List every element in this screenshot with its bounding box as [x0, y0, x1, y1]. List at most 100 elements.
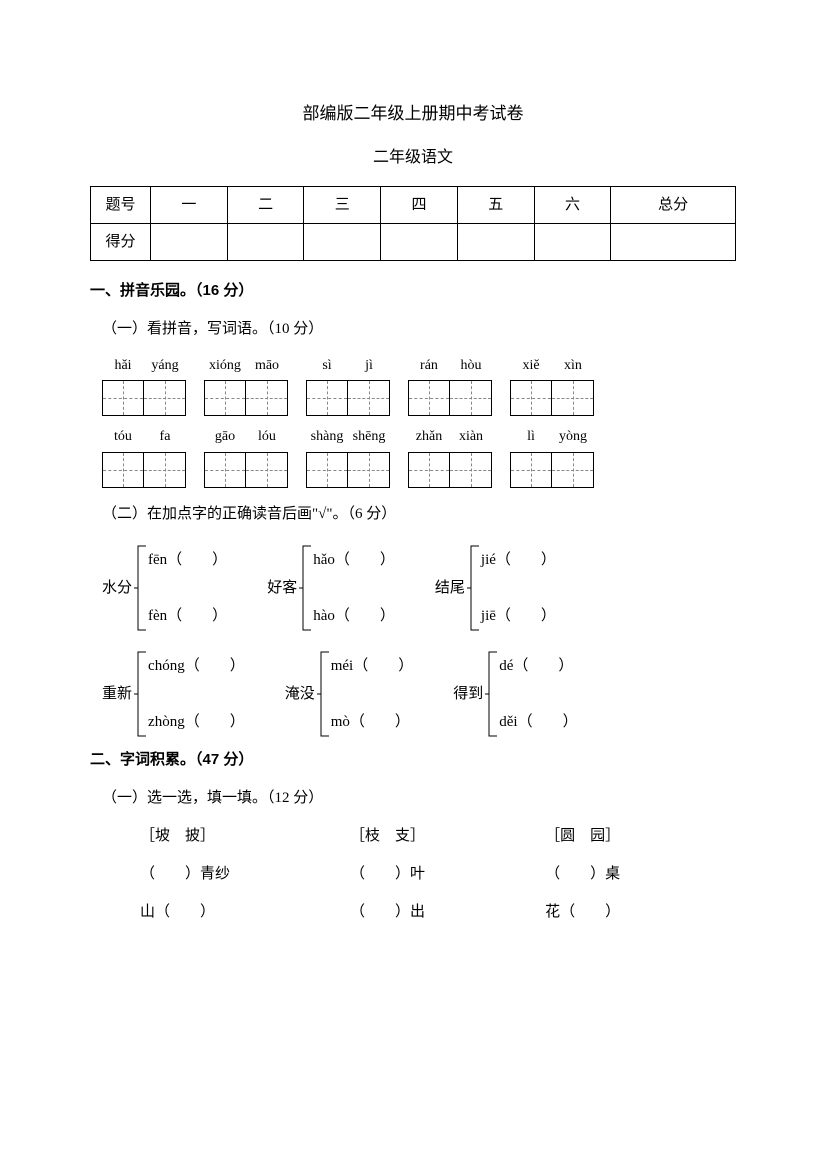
- tian-grid: [408, 452, 450, 488]
- pinyin-syllable: lì: [510, 426, 552, 448]
- option-line: méi（ ）: [331, 654, 414, 678]
- bracket-unit: 重新chóng（ ）zhòng（ ）: [102, 650, 245, 738]
- pinyin-group: gāolóu: [204, 426, 288, 487]
- pinyin-labels: sìjì: [306, 355, 390, 377]
- pinyin-labels: hǎiyáng: [102, 355, 186, 377]
- fill-header: ［枝 支］: [350, 824, 425, 848]
- section2-sub1-heading: （一）选一选，填一填。（12 分）: [102, 786, 736, 810]
- pinyin-labels: ránhòu: [408, 355, 492, 377]
- table-row: 题号 一 二 三 四 五 六 总分: [91, 186, 736, 223]
- tian-grid: [510, 452, 552, 488]
- pinyin-group: hǎiyáng: [102, 355, 186, 416]
- option-line: jié（ ）: [481, 548, 556, 572]
- score-cell: [457, 223, 534, 260]
- tian-grid: [348, 380, 390, 416]
- option-line: fèn（ ）: [148, 604, 227, 628]
- fill-line: （ ）青纱: [140, 862, 230, 886]
- option-line: hǎo（ ）: [313, 548, 395, 572]
- header-cell: 一: [151, 186, 228, 223]
- tian-grid: [552, 452, 594, 488]
- tian-grid: [348, 452, 390, 488]
- bracket-unit: 结尾jié（ ）jiē（ ）: [435, 544, 556, 632]
- options-col: dé（ ）děi（ ）: [499, 650, 577, 738]
- score-label: 得分: [91, 223, 151, 260]
- tian-grid: [246, 380, 288, 416]
- pinyin-group: ránhòu: [408, 355, 492, 416]
- pinyin-syllable: hǎi: [102, 355, 144, 377]
- tian-grid: [246, 452, 288, 488]
- fill-col: ［坡 披］ （ ）青纱 山（ ）: [140, 824, 230, 924]
- tian-grid: [510, 380, 552, 416]
- pinyin-labels: zhǎnxiàn: [408, 426, 492, 448]
- bracket-container: 水分fēn（ ）fèn（ ）好客hǎo（ ）hào（ ）结尾jié（ ）jiē（…: [90, 544, 736, 738]
- pinyin-syllable: rán: [408, 355, 450, 377]
- pinyin-syllable: māo: [246, 355, 288, 377]
- score-cell: [381, 223, 458, 260]
- fill-row: ［坡 披］ （ ）青纱 山（ ） ［枝 支］ （ ）叶 （ ）出 ［圆 园］ （…: [140, 824, 736, 924]
- fill-col: ［圆 园］ （ ）桌 花（ ）: [545, 824, 620, 924]
- bracket-unit: 水分 fēn（ ） fèn（ ）: [102, 544, 227, 632]
- pinyin-syllable: xiě: [510, 355, 552, 377]
- bracket-label: 好客: [267, 576, 297, 600]
- pinyin-syllable: gāo: [204, 426, 246, 448]
- pinyin-labels: xióngmāo: [204, 355, 288, 377]
- tian-pair: [306, 380, 390, 416]
- pinyin-labels: gāolóu: [204, 426, 288, 448]
- section1-heading: 一、拼音乐园。（16 分）: [90, 279, 736, 303]
- tian-pair: [102, 380, 186, 416]
- pinyin-syllable: zhǎn: [408, 426, 450, 448]
- tian-pair: [102, 452, 186, 488]
- score-cell: [304, 223, 381, 260]
- pinyin-syllable: shēng: [348, 426, 390, 448]
- option-line: zhòng（ ）: [148, 710, 245, 734]
- score-table: 题号 一 二 三 四 五 六 总分 得分: [90, 186, 736, 261]
- pinyin-syllable: lóu: [246, 426, 288, 448]
- pinyin-syllable: yòng: [552, 426, 594, 448]
- bracket-unit: 得到 dé（ ）děi（ ）: [453, 650, 577, 738]
- tian-pair: [510, 452, 594, 488]
- option-line: fēn（ ）: [148, 548, 227, 572]
- fill-line: （ ）出: [350, 900, 425, 924]
- option-line: dé（ ）: [499, 654, 577, 678]
- bracket-icon: [134, 544, 148, 632]
- pinyin-group: lìyòng: [510, 426, 594, 487]
- tian-grid: [102, 452, 144, 488]
- pinyin-labels: lìyòng: [510, 426, 594, 448]
- fill-line: （ ）桌: [545, 862, 620, 886]
- page-subtitle: 二年级语文: [90, 145, 736, 171]
- fill-line: 花（ ）: [545, 900, 620, 924]
- pinyin-syllable: xiàn: [450, 426, 492, 448]
- options-col: chóng（ ） zhòng（ ）: [148, 650, 245, 738]
- options-col: méi（ ）mò（ ）: [331, 650, 414, 738]
- header-cell: 二: [227, 186, 304, 223]
- tian-grid: [306, 380, 348, 416]
- pinyin-row: hǎiyángxióngmāosìjìránhòuxiěxìn: [102, 355, 736, 416]
- pinyin-syllable: xìn: [552, 355, 594, 377]
- tian-grid: [102, 380, 144, 416]
- tian-grid: [204, 380, 246, 416]
- bracket-unit: 淹没méi（ ）mò（ ）: [285, 650, 414, 738]
- header-cell: 五: [457, 186, 534, 223]
- pinyin-syllable: xióng: [204, 355, 246, 377]
- tian-grid: [204, 452, 246, 488]
- pinyin-row: tóufagāolóushàngshēngzhǎnxiànlìyòng: [102, 426, 736, 487]
- pinyin-syllable: shàng: [306, 426, 348, 448]
- bracket-icon: [485, 650, 499, 738]
- pinyin-syllable: fa: [144, 426, 186, 448]
- bracket-icon: [467, 544, 481, 632]
- pinyin-group: zhǎnxiàn: [408, 426, 492, 487]
- bracket-unit: 好客hǎo（ ）hào（ ）: [267, 544, 395, 632]
- header-cell: 六: [534, 186, 611, 223]
- tian-pair: [510, 380, 594, 416]
- tian-grid: [450, 452, 492, 488]
- bracket-label: 得到: [453, 682, 483, 706]
- pinyin-labels: shàngshēng: [306, 426, 390, 448]
- fill-col: ［枝 支］ （ ）叶 （ ）出: [350, 824, 425, 924]
- tian-pair: [306, 452, 390, 488]
- pinyin-syllable: tóu: [102, 426, 144, 448]
- tian-pair: [204, 380, 288, 416]
- tian-pair: [204, 452, 288, 488]
- option-line: chóng（ ）: [148, 654, 245, 678]
- bracket-label: 水分: [102, 576, 132, 600]
- bracket-icon: [134, 650, 148, 738]
